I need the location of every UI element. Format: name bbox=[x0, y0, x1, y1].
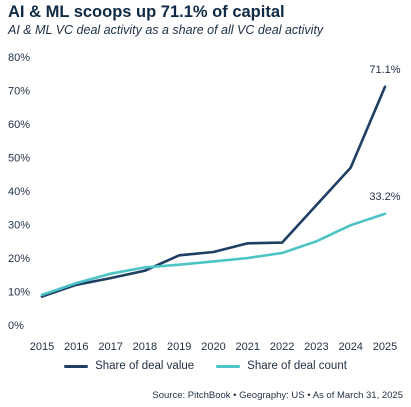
data-point-deal-value bbox=[212, 250, 215, 254]
x-tick-label: 2016 bbox=[64, 341, 88, 353]
y-tick-label: 0% bbox=[8, 320, 24, 332]
x-tick-label: 2021 bbox=[236, 341, 260, 353]
legend-item-deal-count: Share of deal count bbox=[216, 360, 347, 372]
legend: Share of deal value Share of deal count bbox=[0, 360, 411, 372]
legend-swatch-deal-value bbox=[64, 364, 89, 368]
data-point-deal-count bbox=[143, 266, 147, 269]
data-point-deal-count bbox=[109, 272, 112, 275]
y-tick-label: 40% bbox=[8, 186, 30, 198]
x-tick-label: 2019 bbox=[167, 341, 191, 353]
data-point-deal-count bbox=[280, 251, 284, 255]
legend-label-deal-count: Share of deal count bbox=[247, 360, 347, 372]
y-tick-label: 30% bbox=[8, 220, 30, 232]
data-point-deal-count bbox=[315, 240, 318, 243]
data-point-deal-count bbox=[178, 263, 181, 266]
data-point-deal-count bbox=[75, 281, 78, 285]
chart-subtitle: AI & ML VC deal activity as a share of a… bbox=[8, 23, 324, 37]
data-point-deal-value bbox=[280, 241, 284, 244]
series-line-deal-value bbox=[40, 85, 387, 298]
data-label-deal-value-2025: 71.1% bbox=[369, 64, 400, 76]
y-tick-label: 80% bbox=[8, 52, 30, 64]
data-point-deal-count bbox=[383, 212, 387, 215]
legend-label-deal-value: Share of deal value bbox=[95, 360, 195, 372]
y-tick-label: 60% bbox=[8, 119, 30, 131]
data-point-deal-value bbox=[383, 85, 387, 89]
data-point-deal-value bbox=[349, 166, 352, 169]
data-label-deal-count-2025: 33.2% bbox=[369, 191, 400, 203]
data-point-deal-value bbox=[109, 276, 112, 280]
source-note: Source: PitchBook • Geography: US • As o… bbox=[152, 390, 403, 401]
x-tick-label: 2017 bbox=[98, 341, 122, 353]
x-tick-label: 2018 bbox=[133, 341, 157, 353]
data-point-deal-value bbox=[246, 242, 249, 245]
chart-title: AI & ML scoops up 71.1% of capital bbox=[8, 3, 285, 21]
x-tick-label: 2024 bbox=[338, 341, 362, 353]
data-point-deal-value bbox=[178, 254, 181, 257]
data-point-deal-value bbox=[315, 203, 318, 207]
x-tick-label: 2015 bbox=[30, 341, 54, 353]
legend-swatch-deal-count bbox=[216, 364, 241, 368]
y-tick-label: 50% bbox=[8, 153, 30, 165]
x-tick-label: 2020 bbox=[201, 341, 225, 353]
x-tick-label: 2022 bbox=[270, 341, 294, 353]
x-tick-label: 2025 bbox=[373, 341, 397, 353]
y-tick-label: 10% bbox=[8, 287, 30, 299]
data-point-deal-count bbox=[40, 293, 44, 297]
x-tick-label: 2023 bbox=[304, 341, 328, 353]
legend-item-deal-value: Share of deal value bbox=[64, 360, 194, 372]
data-point-deal-value bbox=[143, 269, 147, 272]
data-point-deal-count bbox=[212, 260, 215, 263]
y-tick-label: 20% bbox=[8, 253, 30, 265]
data-point-deal-count bbox=[349, 223, 352, 227]
y-tick-label: 70% bbox=[8, 86, 30, 98]
data-point-deal-count bbox=[246, 256, 249, 260]
